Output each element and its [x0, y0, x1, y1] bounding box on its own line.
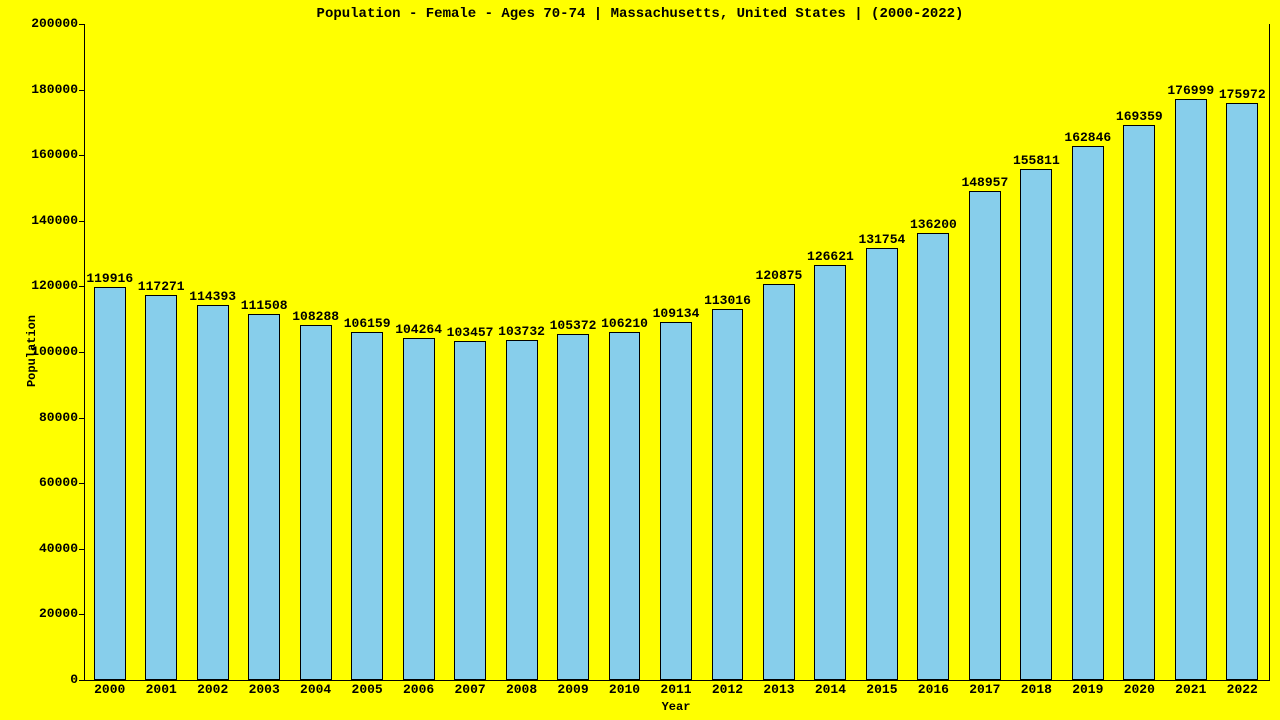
x-axis-label: Year: [84, 700, 1268, 714]
bar-value-label: 113016: [697, 293, 757, 308]
y-tick-label: 180000: [8, 82, 78, 97]
bar: [454, 341, 486, 680]
y-tick-label: 20000: [8, 606, 78, 621]
y-tick-label: 160000: [8, 147, 78, 162]
y-tick-label: 200000: [8, 16, 78, 31]
x-tick-label: 2007: [445, 682, 495, 697]
bar: [1072, 146, 1104, 680]
bar: [763, 284, 795, 680]
bar: [814, 265, 846, 680]
y-tick-label: 100000: [8, 344, 78, 359]
x-tick-label: 2002: [188, 682, 238, 697]
y-tick-label: 40000: [8, 541, 78, 556]
y-tick-label: 60000: [8, 475, 78, 490]
chart-title: Population - Female - Ages 70-74 | Massa…: [0, 6, 1280, 22]
bar: [557, 334, 589, 680]
bar: [1226, 103, 1258, 680]
x-tick-label: 2008: [497, 682, 547, 697]
bar: [969, 191, 1001, 680]
x-tick-label: 2021: [1166, 682, 1216, 697]
bar-value-label: 175972: [1212, 87, 1272, 102]
x-tick-label: 2004: [291, 682, 341, 697]
x-tick-label: 2017: [960, 682, 1010, 697]
bar: [609, 332, 641, 680]
bar-value-label: 131754: [852, 232, 912, 247]
bar-chart: Population - Female - Ages 70-74 | Massa…: [0, 0, 1280, 720]
x-tick-label: 2010: [600, 682, 650, 697]
x-tick-label: 2014: [805, 682, 855, 697]
x-tick-label: 2009: [548, 682, 598, 697]
bar-value-label: 120875: [749, 268, 809, 283]
bar: [712, 309, 744, 680]
x-tick-label: 2015: [857, 682, 907, 697]
bar-value-label: 155811: [1006, 153, 1066, 168]
x-tick-label: 2020: [1114, 682, 1164, 697]
bar: [248, 314, 280, 680]
x-tick-label: 2013: [754, 682, 804, 697]
bar: [506, 340, 538, 680]
y-tick-label: 140000: [8, 213, 78, 228]
bar: [866, 248, 898, 680]
x-tick-label: 2018: [1011, 682, 1061, 697]
y-tick-label: 80000: [8, 410, 78, 425]
bar: [917, 233, 949, 680]
x-tick-label: 2001: [136, 682, 186, 697]
x-tick-label: 2019: [1063, 682, 1113, 697]
x-tick-label: 2012: [702, 682, 752, 697]
x-tick-label: 2000: [85, 682, 135, 697]
bar: [1123, 125, 1155, 680]
x-tick-label: 2003: [239, 682, 289, 697]
bar: [94, 287, 126, 680]
bar-value-label: 162846: [1058, 130, 1118, 145]
x-tick-label: 2006: [394, 682, 444, 697]
y-tick-label: 120000: [8, 278, 78, 293]
bar: [1175, 99, 1207, 680]
bar: [660, 322, 692, 680]
x-tick-label: 2022: [1217, 682, 1267, 697]
bar: [300, 325, 332, 680]
bar-value-label: 169359: [1109, 109, 1169, 124]
bar-value-label: 126621: [800, 249, 860, 264]
y-tick-label: 0: [8, 672, 78, 687]
bar: [403, 338, 435, 680]
bar-value-label: 136200: [903, 217, 963, 232]
bar: [197, 305, 229, 680]
bar: [145, 295, 177, 680]
bar-value-label: 148957: [955, 175, 1015, 190]
x-tick-label: 2011: [651, 682, 701, 697]
x-tick-label: 2016: [908, 682, 958, 697]
x-tick-label: 2005: [342, 682, 392, 697]
bar: [351, 332, 383, 680]
bar: [1020, 169, 1052, 680]
